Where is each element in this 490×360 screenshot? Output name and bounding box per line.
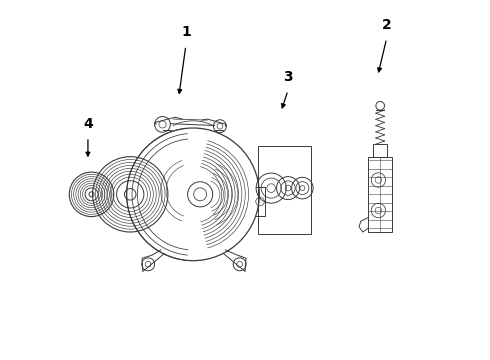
Bar — [368, 157, 392, 232]
Text: 2: 2 — [382, 18, 392, 32]
Text: 1: 1 — [181, 25, 191, 39]
Text: 4: 4 — [83, 117, 93, 131]
Bar — [258, 146, 311, 234]
Text: 3: 3 — [283, 70, 293, 84]
Bar — [373, 144, 387, 157]
